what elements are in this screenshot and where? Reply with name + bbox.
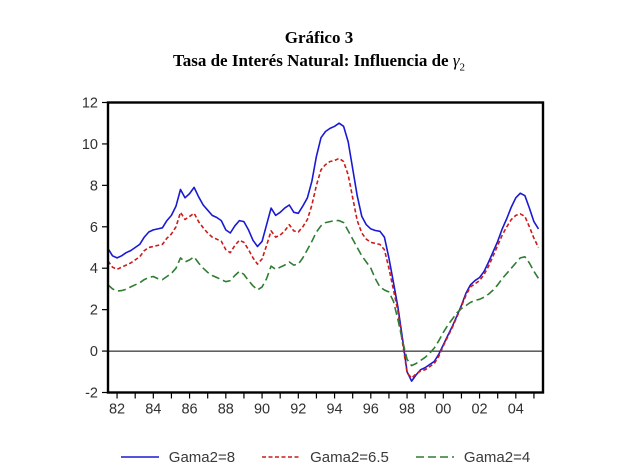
legend-label-gama2-8: Gama2=8 xyxy=(168,448,236,466)
y-tick-label: 8 xyxy=(90,178,98,194)
title-line2-text: Tasa de Interés Natural: Influencia de xyxy=(172,51,453,70)
y-tick-label: 12 xyxy=(82,96,98,112)
y-tick-label: 6 xyxy=(90,220,98,236)
x-tick-label: 96 xyxy=(363,402,379,418)
x-tick-label: 94 xyxy=(326,402,342,418)
gamma-subscript: 2 xyxy=(459,61,466,74)
x-tick-label: 98 xyxy=(399,402,415,418)
legend-line-dashed-green-icon xyxy=(415,456,454,458)
legend-line-dashed-red-icon xyxy=(262,456,301,458)
x-tick-label: 88 xyxy=(218,402,234,418)
legend-line-solid-blue-icon xyxy=(120,456,159,458)
x-tick-label: 92 xyxy=(290,402,306,418)
x-tick-label: 04 xyxy=(508,402,524,418)
y-tick-label: -2 xyxy=(85,386,98,402)
x-tick-label: 02 xyxy=(471,402,487,418)
plot-frame xyxy=(106,101,545,394)
legend-label-gama2-6-5: Gama2=6.5 xyxy=(310,448,389,466)
figure-title: Gráfico 3 Tasa de Interés Natural: Influ… xyxy=(0,26,638,74)
series-line-gama2-4 xyxy=(107,219,540,367)
x-tick-label: 84 xyxy=(145,402,161,418)
series-line-gama2-6-5 xyxy=(107,157,540,379)
y-tick-label: 0 xyxy=(90,344,98,360)
legend-item-gama2-6-5: Gama2=6.5 xyxy=(261,449,389,466)
y-tick-label: 2 xyxy=(90,303,98,319)
title-line2: Tasa de Interés Natural: Influencia de γ… xyxy=(0,49,638,74)
x-tick-label: 00 xyxy=(435,402,451,418)
x-tick-label: 86 xyxy=(181,402,197,418)
x-tick-label: 90 xyxy=(254,402,270,418)
legend-item-gama2-8: Gama2=8 xyxy=(120,449,235,466)
legend: Gama2=8 Gama2=6.5 Gama2=4 xyxy=(0,444,638,470)
y-tick-label: 10 xyxy=(82,137,98,153)
series-line-gama2-8 xyxy=(107,122,540,382)
x-tick-label: 82 xyxy=(109,402,125,418)
gamma-symbol: γ xyxy=(452,51,460,70)
legend-label-gama2-4: Gama2=4 xyxy=(463,448,531,466)
legend-item-gama2-4: Gama2=4 xyxy=(415,449,530,466)
y-tick-label: 4 xyxy=(90,261,98,277)
title-line1: Gráfico 3 xyxy=(284,28,354,47)
